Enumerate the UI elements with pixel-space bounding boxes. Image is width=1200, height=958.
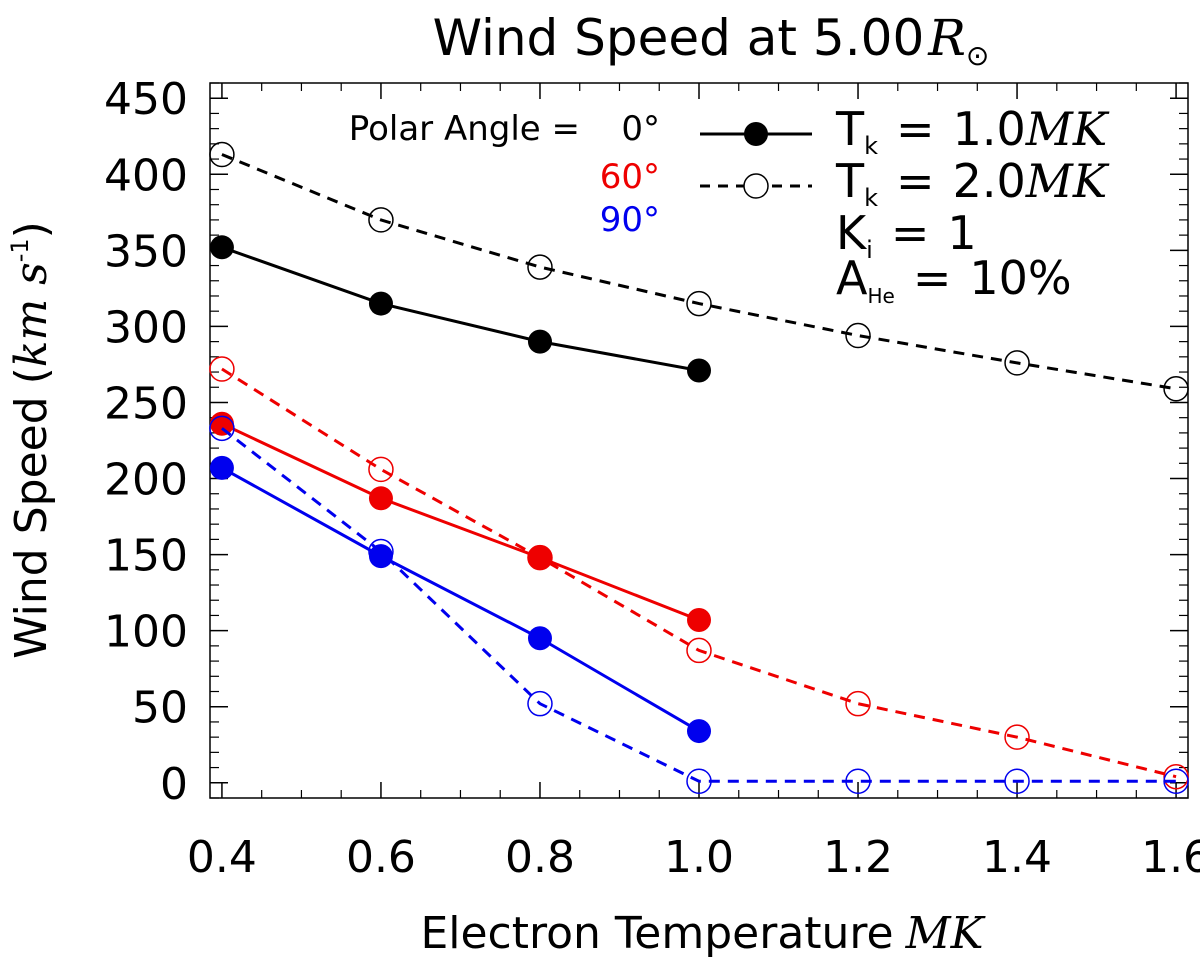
series-line: [221, 422, 700, 622]
series-line: [221, 367, 1177, 779]
data-point: [1163, 376, 1189, 402]
x-axis: 0.4 0.6 0.8 1.0 1.2 1.4 1.6: [187, 83, 1200, 883]
data-point: [209, 411, 234, 436]
y-tick-label: 150: [104, 531, 188, 582]
legend-marker-filled: [744, 122, 768, 146]
data-point: [845, 322, 871, 349]
legend-entry-tk-1: Tk = 1.0MK: [835, 102, 1110, 160]
y-tick-label: 300: [104, 302, 188, 353]
data-point: [527, 545, 552, 570]
series-4: [209, 415, 1189, 795]
data-point: [527, 254, 553, 280]
data-point: [686, 768, 712, 795]
x-tick-label: 1.2: [823, 832, 893, 883]
legend-entry-tk-2: Tk = 2.0MK: [835, 154, 1110, 212]
y-tick-label: 0: [160, 759, 188, 810]
y-tick-label: 250: [104, 378, 188, 429]
series-1: [209, 235, 711, 383]
data-point: [368, 291, 393, 316]
legend-angle-0: 0°: [621, 109, 660, 149]
data-point: [368, 486, 393, 511]
legend-marker-open: [743, 173, 769, 199]
y-tick-label: 400: [104, 150, 188, 201]
data-point: [687, 358, 711, 383]
legend-polar-angle-label: Polar Angle =: [349, 109, 580, 149]
data-point: [368, 207, 394, 233]
data-point: [368, 456, 394, 483]
data-point: [527, 626, 552, 651]
x-tick-label: 1.6: [1141, 832, 1200, 883]
y-axis-label: Wind Speed(km s-1): [6, 221, 57, 659]
data-point: [209, 141, 235, 168]
y-tick-label: 350: [104, 226, 188, 277]
legend-angle-90: 90°: [600, 200, 660, 240]
data-point: [686, 290, 712, 317]
data-point: [1163, 768, 1189, 795]
data-point: [1163, 763, 1189, 790]
legend-angle-60: 60°: [600, 157, 660, 197]
data-point: [1004, 724, 1030, 750]
data-point: [209, 356, 235, 382]
data-point: [209, 455, 234, 480]
data-point: [687, 608, 711, 633]
y-tick-label: 450: [104, 74, 188, 125]
data-point: [1004, 350, 1030, 376]
series-line: [221, 427, 1177, 783]
series-3: [209, 411, 711, 633]
data-point: [527, 329, 552, 354]
data-point: [845, 690, 871, 717]
x-tick-label: 1.0: [664, 832, 734, 883]
series-layer: [209, 141, 1189, 795]
legend-param-ki: Ki = 1: [836, 206, 977, 264]
x-tick-label: 0.4: [187, 832, 257, 883]
series-5: [209, 455, 711, 744]
y-tick-label: 50: [132, 683, 188, 734]
series-line: [221, 245, 700, 372]
x-tick-label: 0.8: [505, 832, 575, 883]
data-point: [209, 235, 234, 260]
legend-param-ahe: AHe = 10%: [836, 251, 1072, 308]
x-axis-label: Electron Temperature MK: [420, 908, 985, 958]
series-line: [221, 466, 700, 733]
data-point: [1004, 768, 1030, 795]
x-tick-label: 1.4: [982, 832, 1052, 883]
data-point: [527, 690, 553, 717]
data-point: [845, 768, 871, 795]
data-point: [209, 415, 235, 442]
x-tick-label: 0.6: [346, 832, 416, 883]
data-point: [687, 719, 711, 744]
data-point: [368, 544, 393, 569]
y-tick-label: 100: [104, 607, 188, 658]
y-axis: 0 50 100 150 200 250 300 350 400 450: [104, 74, 1188, 810]
series-0: [209, 141, 1189, 402]
data-point: [686, 637, 712, 664]
series-line: [221, 153, 1177, 391]
legend: Polar Angle = 0° 60° 90° Tk = 1.0MK Tk = 2.0…: [349, 102, 1110, 308]
chart-title: Wind Speed at 5.00R⊙: [433, 9, 990, 72]
y-tick-label: 200: [104, 455, 188, 506]
